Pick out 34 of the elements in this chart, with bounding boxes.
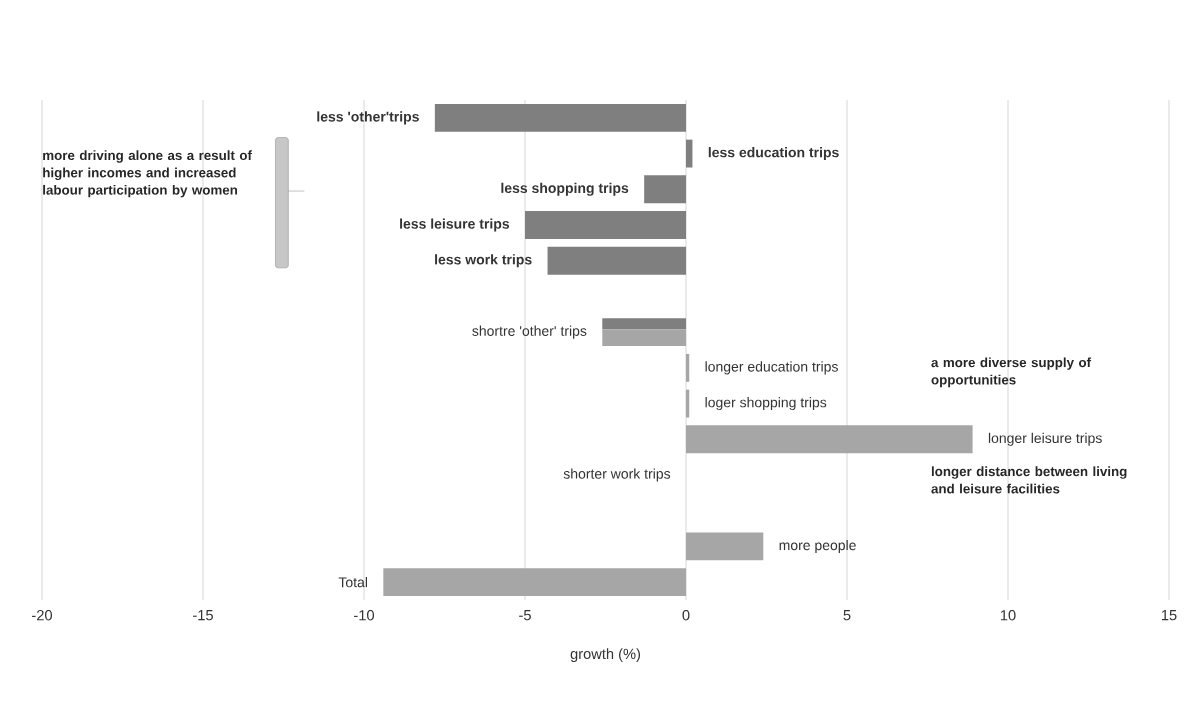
- bar: [434, 103, 687, 132]
- annotation: longer distance between living and leisure facilities: [931, 466, 1127, 494]
- y-tick-label: shortre 'other' trips: [472, 325, 587, 339]
- bar: [686, 353, 690, 382]
- x-tick-label: -5: [519, 610, 531, 621]
- y-tick-label: Total: [338, 577, 368, 588]
- y-tick-label: longer leisure trips: [988, 432, 1102, 446]
- bar: [547, 246, 687, 275]
- x-axis-title: growth (%): [570, 648, 641, 662]
- bar: [686, 139, 693, 168]
- bar: [644, 175, 687, 204]
- bar: [686, 532, 764, 561]
- bar: [686, 425, 973, 454]
- y-tick-label: less shopping trips: [501, 182, 629, 196]
- y-tick-label: less leisure trips: [400, 218, 510, 232]
- y-tick-label: shorter work trips: [563, 468, 671, 482]
- y-tick-label: longer education trips: [705, 361, 838, 375]
- x-tick-label: -20: [32, 610, 53, 621]
- x-tick-label: 10: [1000, 610, 1016, 621]
- x-tick-label: -15: [193, 610, 213, 621]
- bar: [383, 568, 687, 597]
- bar: [525, 211, 687, 239]
- x-tick-label: 0: [682, 610, 690, 621]
- y-tick-label: more people: [779, 539, 856, 553]
- annotation: a more diverse supply of opportunities: [931, 357, 1092, 388]
- y-tick-label: less 'other'trips: [317, 111, 419, 125]
- x-tick-label: 15: [1161, 610, 1177, 621]
- y-tick-label: less work trips: [435, 254, 532, 268]
- annotation: more driving alone as a result of higher incomes and increased labour participation by women: [43, 150, 252, 198]
- bar: [686, 389, 690, 418]
- y-tick-label: less education trips: [708, 147, 839, 161]
- x-tick-label: 5: [843, 610, 851, 621]
- x-tick-label: -10: [354, 610, 375, 621]
- y-tick-label: loger shopping trips: [705, 397, 827, 411]
